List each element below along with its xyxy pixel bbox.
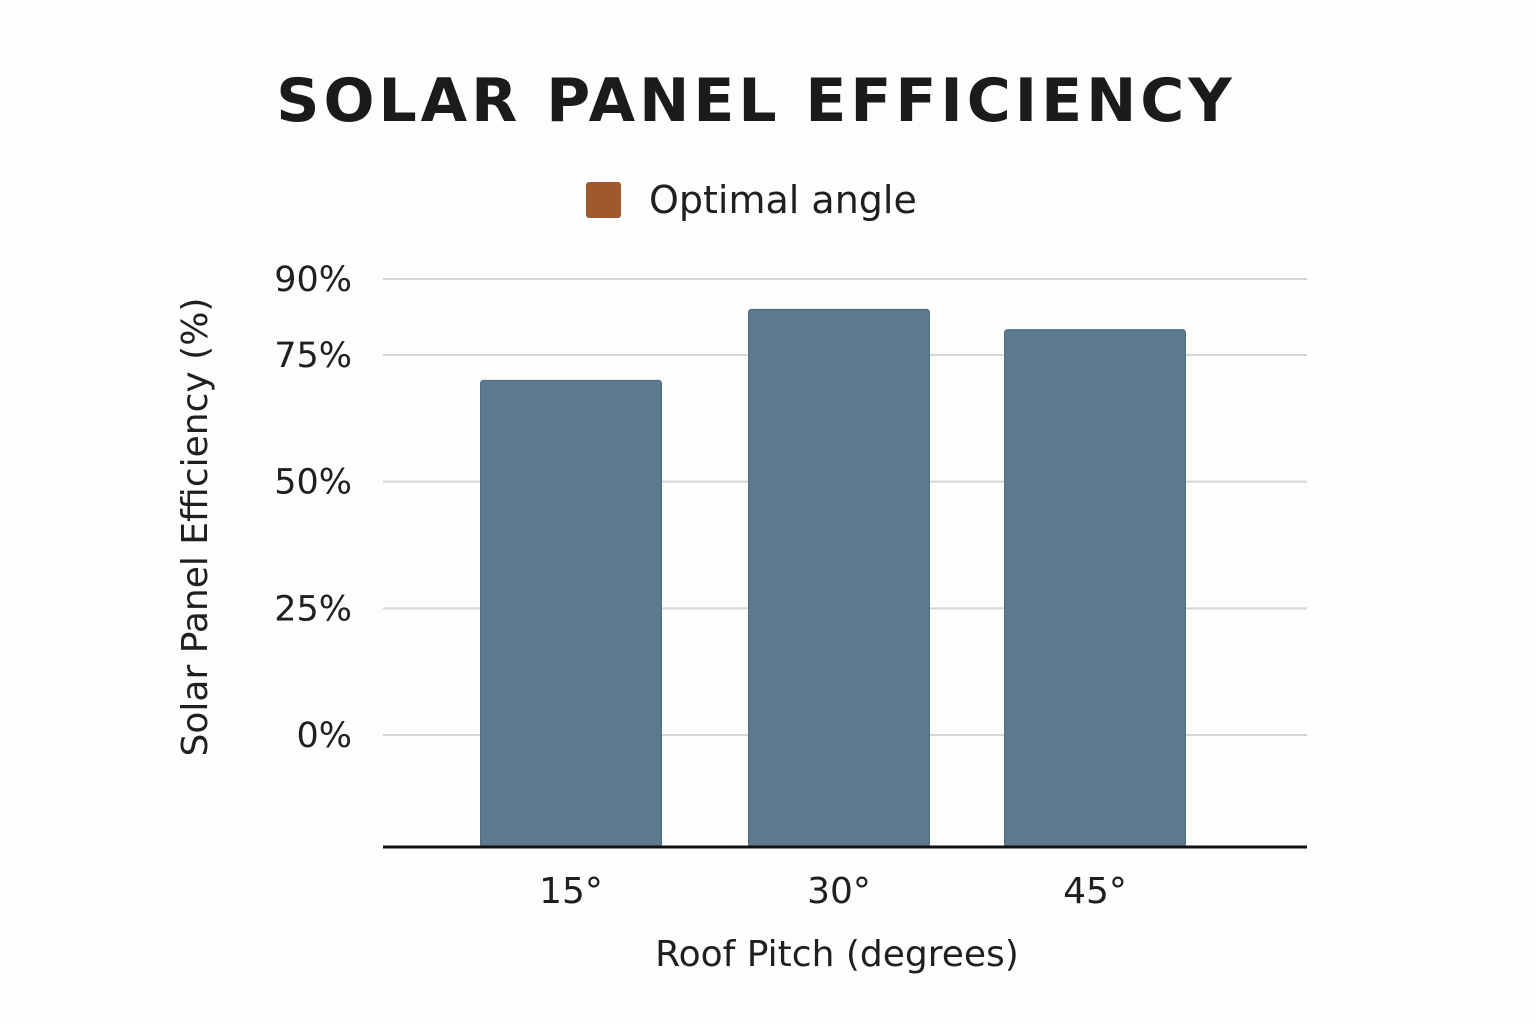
x-tick-label: 30°: [807, 871, 871, 912]
chart-title: SOLAR PANEL EFFICIENCY: [276, 66, 1236, 136]
y-tick-label: 25%: [274, 589, 352, 629]
y-tick-label: 0%: [296, 716, 352, 756]
y-tick-label: 75%: [274, 336, 352, 376]
x-tick-label: 15°: [539, 871, 603, 912]
legend-label-optimal-angle: Optimal angle: [649, 178, 917, 222]
legend-swatch-optimal-angle: [586, 182, 621, 218]
bar-3: [1004, 329, 1186, 848]
y-tick-label: 50%: [274, 463, 352, 503]
chart-legend: Optimal angle: [586, 178, 917, 222]
y-axis-label: Solar Panel Efficiency (%): [175, 298, 216, 757]
y-tick-label: 90%: [274, 260, 352, 300]
bar-1: [480, 379, 662, 848]
x-axis-label: Roof Pitch (degrees): [655, 934, 1019, 975]
x-tick-label: 45°: [1063, 871, 1127, 912]
bar-2: [748, 308, 930, 848]
